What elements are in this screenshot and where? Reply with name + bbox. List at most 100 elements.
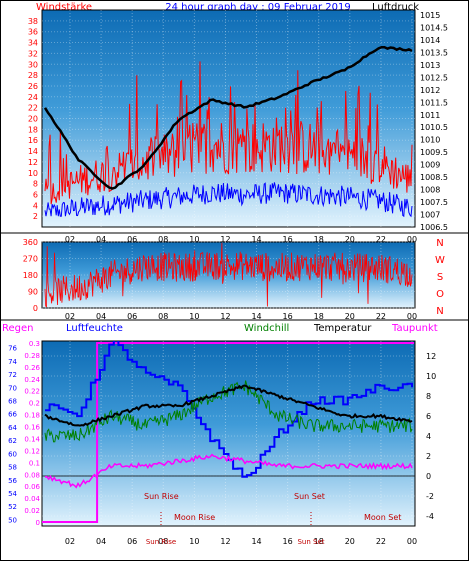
humidity-tick-label: 68 — [8, 397, 17, 405]
wind-tick-label: 14 — [28, 147, 38, 156]
x-tick-label: 20 — [345, 312, 355, 321]
wind-tick-label: 32 — [28, 49, 38, 58]
x-tick-label: 12 — [220, 537, 230, 546]
pressure-tick-label: 1014.5 — [420, 23, 448, 32]
rain-tick-label: 0 — [36, 519, 40, 527]
rain-tick-label: 0.3 — [29, 340, 40, 348]
x-tick-label: 02 — [65, 235, 75, 244]
annotation-moon-set: Moon Set — [364, 513, 401, 522]
x-tick-label: 16 — [283, 537, 293, 546]
compass-label: N — [436, 238, 443, 249]
bottom-sun-rise-label: Sun Rise — [146, 538, 176, 546]
rain-tick-label: 0.24 — [24, 376, 40, 384]
compass-label: O — [436, 289, 444, 300]
compass-label: N — [436, 306, 443, 317]
rain-tick-label: 0.28 — [24, 352, 40, 360]
x-tick-label: 10 — [189, 312, 199, 321]
rain-tick-label: 0.12 — [24, 447, 40, 455]
pressure-tick-label: 1015 — [420, 11, 440, 20]
x-tick-label: 04 — [96, 235, 106, 244]
wind-gust-series — [44, 61, 413, 205]
humidity-tick-label: 50 — [8, 516, 17, 524]
chart-title: 24 hour graph day : 09 Februar 2019 — [165, 2, 350, 13]
humidity-tick-label: 60 — [8, 450, 17, 458]
rain-tick-label: 0.08 — [24, 471, 40, 479]
temperature-tick-label: 10 — [426, 372, 436, 381]
rain-tick-label: 0.18 — [24, 412, 40, 420]
bottom-sun-set-label: Sun Set — [297, 538, 324, 546]
wind-tick-label: 28 — [28, 71, 38, 80]
rain-tick-label: 0.26 — [24, 364, 40, 372]
pressure-tick-label: 1006.5 — [420, 223, 448, 232]
humidity-tick-label: 56 — [8, 477, 17, 485]
x-tick-label: 04 — [96, 312, 106, 321]
x-tick-label: 22 — [376, 537, 386, 546]
humidity-tick-label: 66 — [8, 411, 17, 419]
pressure-tick-label: 1009.5 — [420, 148, 448, 157]
x-tick-label: 14 — [251, 312, 261, 321]
wind-tick-label: 16 — [28, 136, 38, 145]
panel2-series — [44, 242, 413, 308]
x-tick-label: 22 — [376, 235, 386, 244]
direction-tick-label: 270 — [23, 255, 38, 264]
humidity-series — [45, 341, 413, 478]
x-tick-label: 20 — [345, 537, 355, 546]
rain-tick-label: 0.04 — [24, 495, 40, 503]
x-tick-label: 16 — [283, 312, 293, 321]
rain-tick-label: 0.22 — [24, 388, 40, 396]
x-tick-label: 00 — [407, 537, 417, 546]
humidity-tick-label: 72 — [8, 371, 17, 379]
x-tick-label: 14 — [251, 537, 261, 546]
humidity-tick-label: 70 — [8, 384, 17, 392]
x-tick-label: 08 — [158, 537, 168, 546]
x-tick-label: 06 — [127, 235, 137, 244]
temperature-tick-label: 0 — [426, 472, 431, 481]
rain-tick-label: 0.1 — [29, 459, 40, 467]
x-tick-label: 12 — [220, 235, 230, 244]
wind-direction-series — [44, 242, 413, 308]
x-tick-label: 10 — [189, 537, 199, 546]
x-tick-label: 06 — [127, 537, 137, 546]
wind-tick-label: 38 — [28, 17, 38, 26]
dewpoint-series — [44, 453, 413, 489]
direction-tick-label: 90 — [28, 288, 38, 297]
x-tick-label: 14 — [251, 235, 261, 244]
humidity-tick-label: 74 — [8, 358, 17, 366]
x-tick-label: 02 — [65, 537, 75, 546]
rain-tick-label: 0.2 — [29, 400, 40, 408]
wind-axis-title: Windstärke — [36, 2, 92, 13]
wind-tick-label: 10 — [28, 169, 38, 178]
pressure-tick-label: 1014 — [420, 36, 440, 45]
pressure-axis-title: Luftdruck — [372, 2, 419, 13]
legend-taupunkt: Taupunkt — [391, 323, 438, 334]
panel3-series — [42, 341, 415, 523]
wind-tick-label: 2 — [33, 212, 38, 221]
temperature-tick-label: -4 — [426, 512, 434, 521]
humidity-tick-label: 76 — [8, 345, 17, 353]
pressure-tick-label: 1008.5 — [420, 173, 448, 182]
temperature-tick-label: 6 — [426, 412, 431, 421]
temperature-tick-label: 4 — [426, 432, 431, 441]
direction-tick-label: 180 — [23, 271, 38, 280]
pressure-series — [43, 45, 413, 190]
humidity-tick-label: 54 — [8, 490, 17, 498]
compass-label: S — [437, 272, 443, 283]
wind-tick-label: 12 — [28, 158, 38, 167]
annotation-sun-set: Sun Set — [294, 492, 325, 501]
legend-windchill: Windchill — [244, 323, 289, 334]
rain-tick-label: 0.02 — [24, 507, 40, 515]
pressure-tick-label: 1013 — [420, 61, 440, 70]
wind-tick-label: 34 — [28, 39, 38, 48]
pressure-tick-label: 1007.5 — [420, 198, 448, 207]
x-tick-label: 00 — [407, 312, 417, 321]
pressure-tick-label: 1011 — [420, 111, 440, 120]
humidity-tick-label: 62 — [8, 437, 17, 445]
temperature-tick-label: 2 — [426, 452, 431, 461]
wind-tick-label: 18 — [28, 125, 38, 134]
annotation-moon-rise: Moon Rise — [174, 513, 215, 522]
wind-tick-label: 26 — [28, 82, 38, 91]
wind-tick-label: 22 — [28, 104, 38, 113]
compass-label: W — [435, 255, 445, 266]
